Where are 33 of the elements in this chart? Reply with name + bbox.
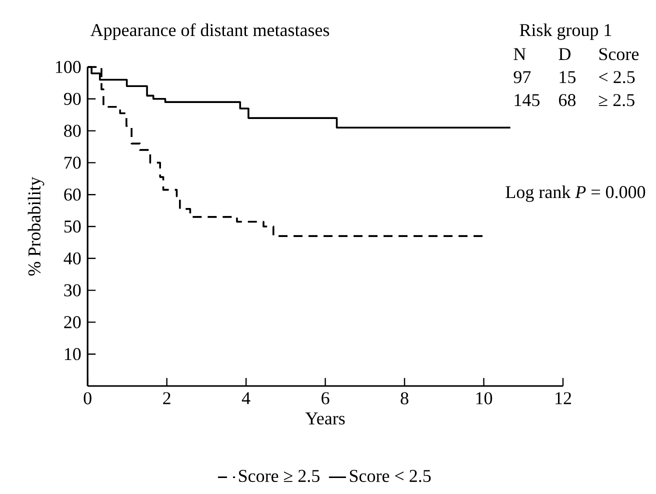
annotation: 145 <box>514 94 540 106</box>
text: Score <box>599 48 639 60</box>
x-tick-label: 6 <box>322 392 330 404</box>
legend-label: Score < 2.5 <box>350 470 431 482</box>
x-tick-label: 4 <box>242 392 250 404</box>
text: ≥ 2.5 <box>598 94 634 106</box>
y-tick-label: 60 <box>64 188 81 201</box>
annotation: 15 <box>560 71 576 84</box>
y-tick-label: 80 <box>64 124 81 137</box>
legend-label: Score ≥ 2.5 <box>239 470 320 482</box>
y-axis-title: % Probability <box>28 176 44 276</box>
x-tick-label: 8 <box>400 392 408 404</box>
y-tick-label: 30 <box>64 284 81 296</box>
annotation: 97 <box>514 71 531 84</box>
x-axis-title: Years <box>305 412 345 424</box>
x-tick-label: 10 <box>476 392 492 404</box>
y-tick-label: 50 <box>64 220 81 233</box>
text: < 2.5 <box>599 71 635 84</box>
y-tick-label: 20 <box>64 316 81 328</box>
y-tick-label: 40 <box>64 252 81 264</box>
chart-title: Appearance of distant metastases <box>90 23 330 40</box>
annotation: 68 <box>558 94 576 106</box>
annotation: Log rank P = 0.000 <box>506 186 646 202</box>
text: N <box>514 48 526 60</box>
text: D <box>558 48 570 60</box>
text: Risk group 1 <box>520 24 612 40</box>
x-tick-label: 2 <box>163 392 170 404</box>
y-tick-label: 10 <box>64 348 81 360</box>
y-tick-label: 100 <box>56 60 81 74</box>
y-tick-label: 90 <box>64 92 81 105</box>
x-tick-label: 12 <box>556 392 572 404</box>
x-tick-label: 0 <box>84 392 92 404</box>
y-tick-label: 70 <box>64 156 81 169</box>
